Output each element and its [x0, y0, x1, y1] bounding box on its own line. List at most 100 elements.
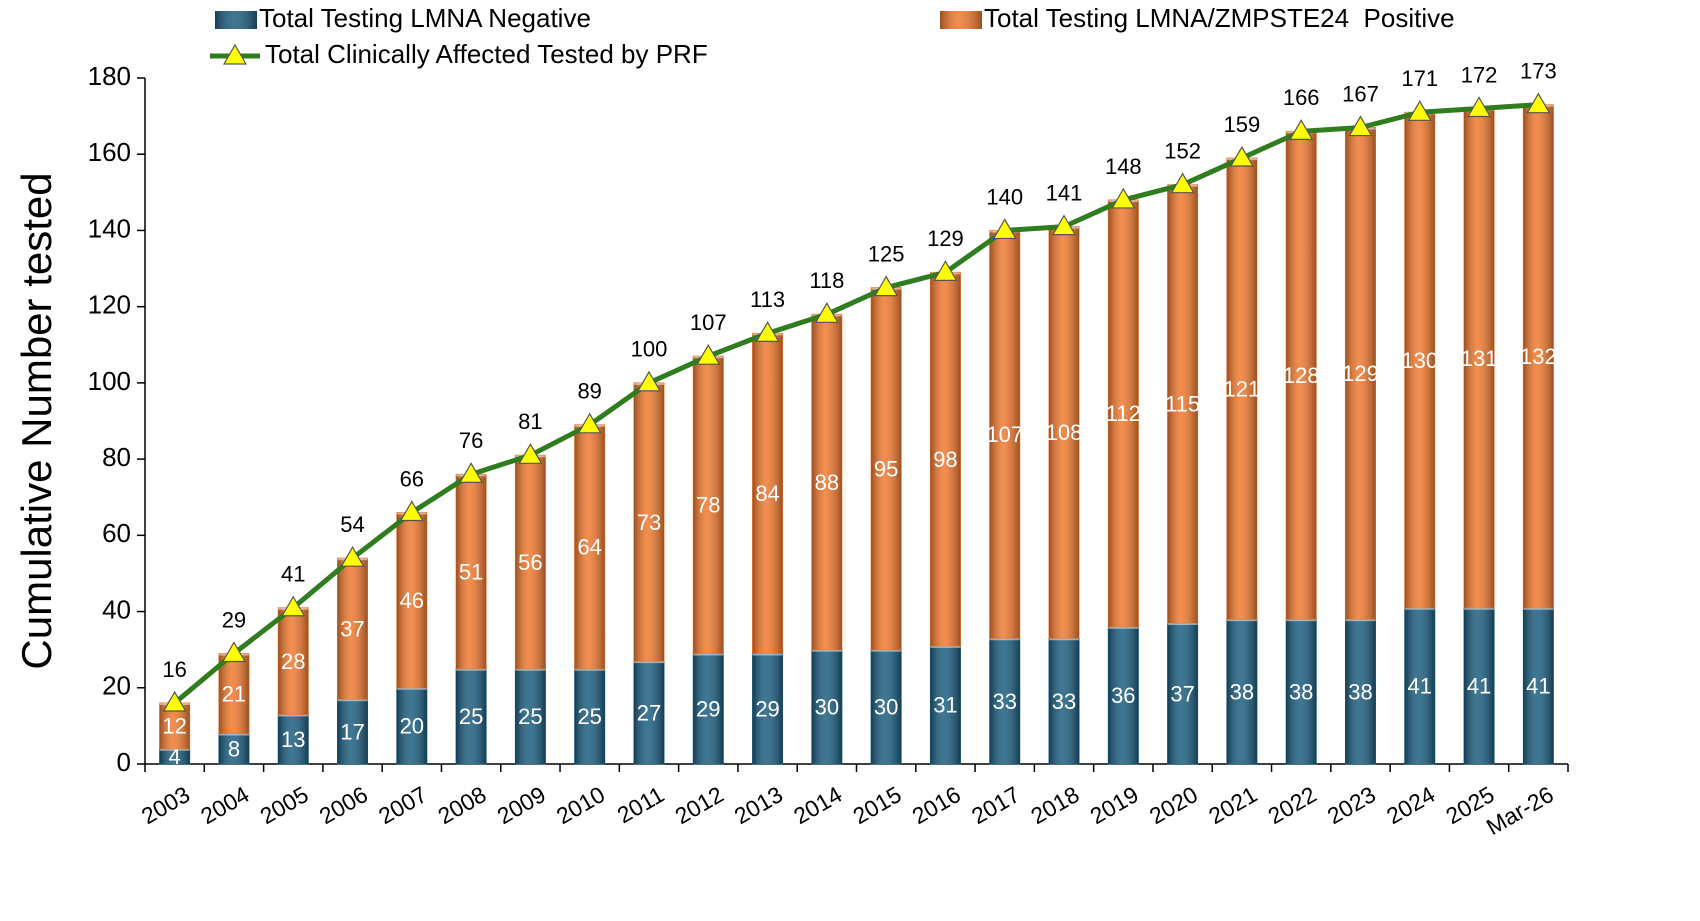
data-label: 25	[577, 704, 601, 729]
data-label: 28	[281, 649, 305, 674]
total-label: 81	[518, 409, 542, 434]
bar-shade	[752, 653, 783, 764]
total-label: 89	[577, 379, 601, 404]
bar-shade	[1523, 607, 1554, 764]
bar-shade	[1464, 108, 1495, 608]
data-label: 37	[340, 617, 364, 642]
data-label: 64	[577, 535, 601, 560]
total-label: 166	[1283, 85, 1320, 110]
bar-shade	[1404, 607, 1435, 764]
marker	[518, 443, 543, 464]
total-label: 173	[1520, 58, 1557, 83]
bar-shade	[574, 668, 605, 764]
x-tick-label: 2005	[255, 781, 312, 829]
marker	[1348, 115, 1373, 137]
total-label: 140	[986, 184, 1023, 209]
marker	[1229, 145, 1254, 167]
bar-cap	[1049, 638, 1080, 641]
bar-shade	[1286, 619, 1317, 764]
data-label: 73	[637, 510, 661, 535]
data-label: 78	[696, 493, 720, 518]
x-tick-label: 2011	[613, 781, 669, 828]
data-label: 17	[340, 719, 364, 744]
total-label: 54	[340, 512, 364, 537]
x-tick-label: 2021	[1204, 781, 1261, 829]
marker	[814, 302, 839, 323]
data-label: 33	[992, 689, 1016, 714]
total-label: 41	[281, 562, 305, 587]
bar-cap	[159, 748, 190, 751]
marker	[577, 412, 602, 434]
bar-shade	[337, 558, 368, 700]
data-label: 41	[1467, 674, 1491, 699]
marker	[1051, 214, 1077, 236]
y-tick-label: 60	[102, 518, 131, 548]
marker	[281, 595, 306, 617]
x-tick-label: Mar-26	[1482, 781, 1558, 840]
x-tick-label: 2013	[730, 781, 787, 829]
data-label: 37	[1170, 681, 1194, 706]
bar-shade	[1167, 622, 1198, 764]
data-label: 131	[1461, 346, 1498, 371]
data-label: 33	[1052, 689, 1076, 714]
bar-shade	[159, 748, 190, 764]
y-tick-label: 140	[88, 213, 131, 243]
bar-cap	[811, 649, 842, 652]
bar-shade	[811, 649, 842, 764]
bar-shade	[1167, 184, 1198, 623]
marker	[399, 500, 424, 522]
data-label: 84	[755, 481, 779, 506]
bar-cap	[1404, 607, 1435, 610]
total-label: 159	[1224, 112, 1261, 137]
data-label: 46	[400, 588, 424, 613]
data-label: 132	[1520, 344, 1557, 369]
total-label: 141	[1046, 180, 1083, 205]
bar-shade	[1226, 158, 1257, 620]
bar-cap	[396, 687, 427, 690]
bar-shade	[811, 314, 842, 650]
x-tick-label: 2004	[196, 781, 253, 829]
data-label: 108	[1046, 420, 1083, 445]
total-label: 167	[1342, 81, 1379, 106]
data-label: 129	[1342, 361, 1379, 386]
bar-shade	[1345, 127, 1376, 620]
bar-shade	[337, 699, 368, 764]
total-label: 16	[162, 657, 186, 682]
bar-cap	[337, 699, 368, 702]
x-tick-label: 2017	[967, 781, 1024, 829]
bar-shade	[1404, 112, 1435, 608]
marker	[755, 321, 780, 342]
legend-label: Total Testing LMNA Negative	[259, 3, 591, 33]
bar-shade	[693, 356, 724, 654]
bar-cap	[752, 653, 783, 656]
y-tick-label: 20	[102, 671, 131, 701]
total-label: 100	[631, 337, 668, 362]
y-tick-label: 40	[102, 594, 131, 624]
marker	[933, 260, 958, 281]
total-label: 172	[1461, 62, 1498, 87]
bar-shade	[1345, 619, 1376, 764]
legend-swatch-shade	[940, 11, 982, 29]
data-label: 25	[518, 704, 542, 729]
bar-shade	[930, 645, 961, 764]
data-label: 25	[459, 704, 483, 729]
bar-shade	[1108, 626, 1139, 764]
x-tick-label: 2010	[552, 781, 609, 829]
bar-cap	[989, 638, 1020, 641]
data-label: 30	[874, 695, 898, 720]
data-label: 121	[1224, 376, 1261, 401]
bar-shade	[633, 382, 664, 662]
data-label: 31	[933, 693, 957, 718]
bar-shade	[1108, 199, 1139, 627]
data-label: 30	[815, 695, 839, 720]
x-tick-label: 2008	[433, 781, 490, 829]
data-label: 41	[1526, 674, 1550, 699]
bar-cap	[1345, 619, 1376, 622]
bar-cap	[1167, 622, 1198, 625]
bar-cap	[218, 733, 249, 736]
x-tick-label: 2012	[670, 781, 727, 829]
bar-shade	[1049, 226, 1080, 639]
bar-cap	[930, 645, 961, 648]
x-tick-label: 2007	[374, 781, 431, 829]
total-label: 152	[1164, 139, 1201, 164]
